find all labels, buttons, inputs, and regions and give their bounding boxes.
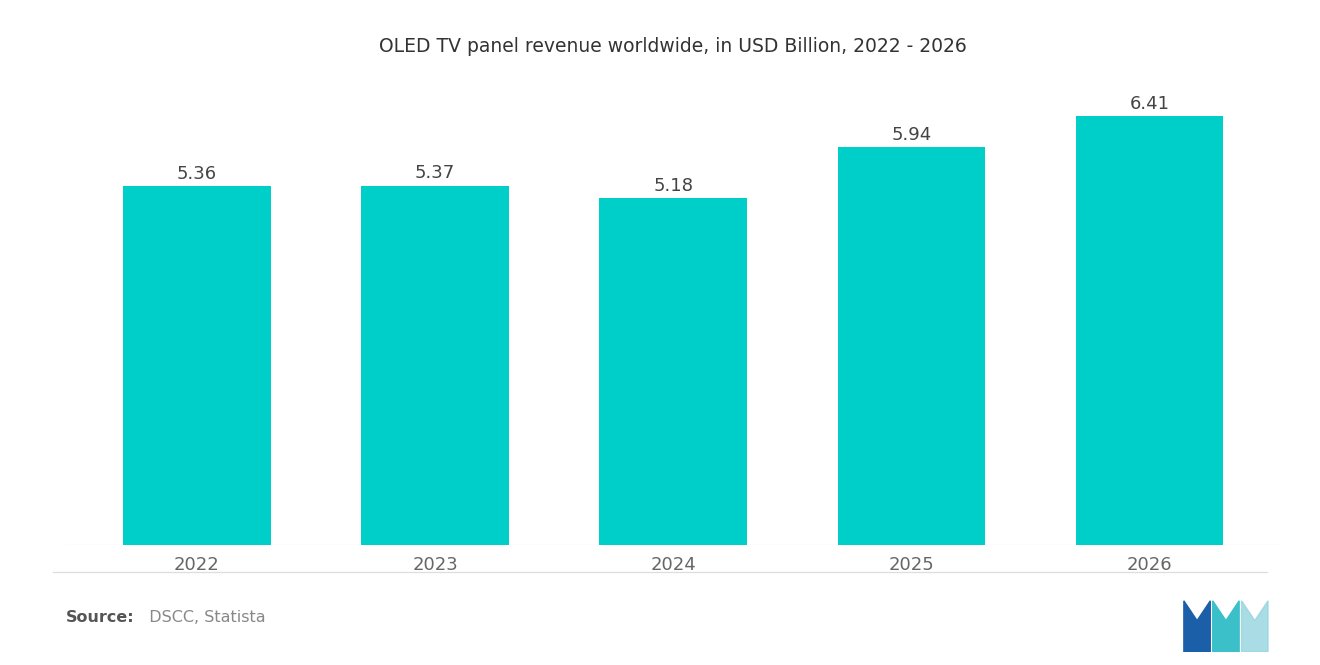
Text: 5.18: 5.18 — [653, 177, 693, 195]
Bar — [837, 148, 985, 545]
Bar — [599, 198, 747, 545]
Text: DSCC, Statista: DSCC, Statista — [139, 610, 265, 625]
Polygon shape — [1242, 601, 1269, 652]
Text: 5.37: 5.37 — [414, 164, 455, 182]
Text: 5.36: 5.36 — [177, 165, 216, 183]
Bar — [362, 186, 510, 545]
Title: OLED TV panel revenue worldwide, in USD Billion, 2022 - 2026: OLED TV panel revenue worldwide, in USD … — [379, 37, 968, 56]
Bar — [1076, 116, 1224, 545]
Text: 5.94: 5.94 — [891, 126, 932, 144]
Text: Source:: Source: — [66, 610, 135, 625]
Text: 6.41: 6.41 — [1130, 94, 1170, 112]
Bar — [123, 186, 271, 545]
Polygon shape — [1184, 601, 1210, 652]
Polygon shape — [1213, 601, 1239, 652]
